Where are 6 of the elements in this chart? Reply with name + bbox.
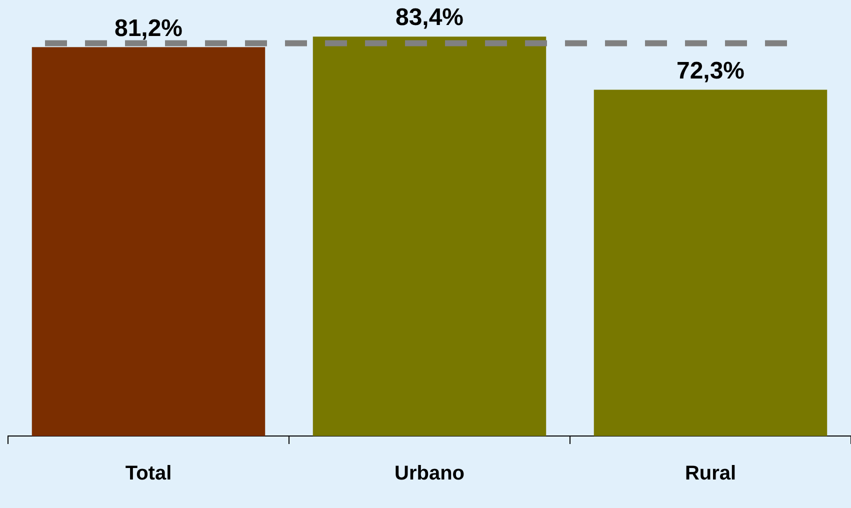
data-label: 72,3% bbox=[676, 57, 745, 84]
x-tick-label: Urbano bbox=[394, 462, 464, 485]
data-label: 83,4% bbox=[395, 4, 464, 32]
data-label: 81,2% bbox=[114, 14, 183, 42]
x-tick-label: Total bbox=[125, 462, 172, 485]
x-tick-label: Rural bbox=[684, 462, 736, 485]
